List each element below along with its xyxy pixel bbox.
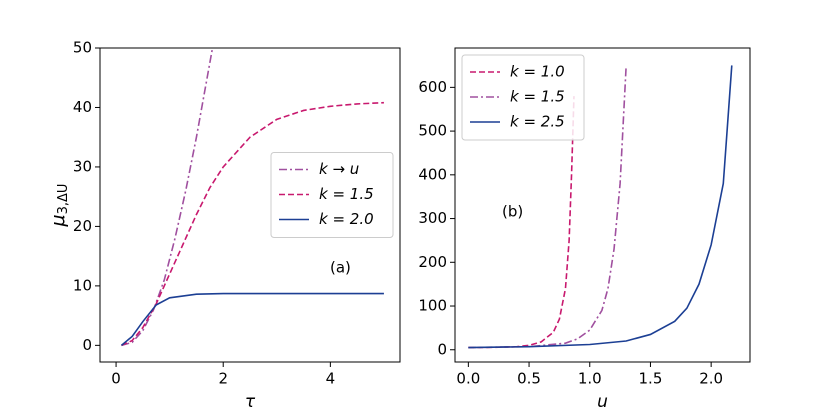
axes-frame <box>99 47 401 363</box>
legend-label: k = 2.0 <box>319 210 374 228</box>
y-tick-label: 0 <box>82 336 92 354</box>
panel: 0.0 0.5 1.0 1.5 2.0 0 100 200 300 400 500 600 u (b) k … <box>418 47 751 412</box>
y-tick-label: 500 <box>418 122 447 140</box>
y-tick-label: 300 <box>418 209 447 227</box>
x-axis-label: τ <box>245 392 256 412</box>
series-line <box>120 292 384 346</box>
x-tick-label: 2 <box>218 370 228 388</box>
series-line <box>468 65 627 349</box>
x-tick-label: 0.0 <box>456 370 480 388</box>
legend-label: k = 1.5 <box>510 88 565 106</box>
legend-box <box>270 152 394 238</box>
y-tick-label: 100 <box>418 297 447 315</box>
y-axis-label-main: μ <box>47 214 69 227</box>
x-axis-label: u <box>597 392 608 412</box>
x-tick-label: 1.0 <box>578 370 602 388</box>
x-tick-label: 0.5 <box>517 370 541 388</box>
y-tick-label: 10 <box>73 276 92 294</box>
y-tick-label: 400 <box>418 165 447 183</box>
legend-label: k → u <box>319 160 359 178</box>
annotation: (a) <box>330 259 351 277</box>
axes-frame <box>454 47 751 363</box>
y-tick-label: 50 <box>73 39 92 57</box>
series-line <box>468 65 733 349</box>
x-tick-label: 1.5 <box>639 370 663 388</box>
y-tick-label: 0 <box>437 340 447 358</box>
y-axis-label: μ3,ΔU <box>47 184 71 228</box>
y-tick-label: 40 <box>73 98 92 116</box>
annotation: (b) <box>502 203 523 221</box>
legend-label: k = 2.5 <box>510 113 565 131</box>
series-line <box>121 48 214 347</box>
y-tick-label: 600 <box>418 78 447 96</box>
x-tick-label: 4 <box>326 370 336 388</box>
x-tick-label: 2.0 <box>699 370 723 388</box>
legend-box <box>461 54 585 141</box>
series-line <box>121 101 384 347</box>
y-tick-label: 200 <box>418 253 447 271</box>
y-tick-label: 30 <box>73 157 92 175</box>
x-tick-label: 0 <box>111 370 121 388</box>
y-axis-label-sub: 3,ΔU <box>56 184 71 215</box>
legend-label: k = 1.5 <box>319 185 374 203</box>
y-tick-label: 20 <box>73 217 92 235</box>
legend-label: k = 1.0 <box>510 63 565 81</box>
